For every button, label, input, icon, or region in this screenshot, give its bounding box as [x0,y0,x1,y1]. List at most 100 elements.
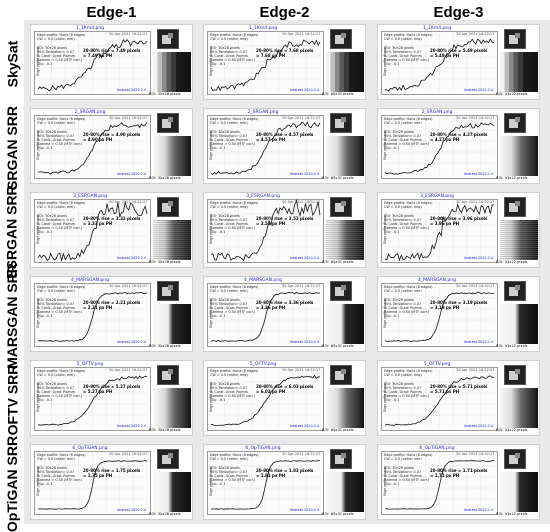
thumbnail-region [168,117,173,122]
panel-date: 30 Apr 2021 16:52:27 [456,452,495,456]
panel-date: 30 Apr 2021 16:52:27 [456,284,495,288]
panel-date: 30 Apr 2021 16:52:27 [109,32,148,36]
thumbnail-region [509,455,518,464]
edge-profile-panel: 6_OpTiGAN.png Edge profile: Horiz (6 edge… [377,444,540,520]
edge-profile-panel: 2_SRGAN.png Edge profile: Horiz (6 edges)… [30,108,193,184]
tool-credit: Imatest 2020.2.4 [290,424,320,428]
edge-profile-curve [37,117,148,175]
edge-profile-curve [384,453,495,511]
edge-profile-panel: 4_MARSGAN.png Edge profile: Horiz (6 edge… [377,276,540,352]
rise-distance-text: 20-80% rise = 2.21 pixels = 2.21 px PH [83,300,141,310]
y-axis-label: Edge profile (linear) [208,214,213,244]
panel-filename: 1_1Km4.png [75,26,105,31]
panel-info-text: Edge profile: Horiz (6 edges) CW = 0.0 (… [384,453,433,487]
edge-profile-line [37,39,148,92]
roi-size-label: ROI: 43x22 pixels [496,260,528,264]
edge-profile-curve [210,199,321,262]
edge-profile-line [37,375,148,426]
tool-credit: Imatest 2020.2.4 [117,424,147,428]
rise-distance-text: 20-80% rise = 4.90 pixels = 4.90 px PH [83,132,141,142]
row-label-text: OpTiGAN SRR [4,435,21,532]
roi-image [326,136,364,176]
roi-image [500,304,538,344]
roi-size-label: ROI: 43x22 pixels [496,512,528,516]
roi-size-label: ROI: 60x31 pixels [322,344,354,348]
panel-filename: 3_ESRGAN.png [246,194,280,199]
edge-profile-curve [384,369,495,427]
panel-filename: 1_1Km4.png [248,26,278,31]
edge-profile-line [385,38,495,92]
roi-image [326,304,364,344]
edge-profile-curve [37,453,148,511]
rise-distance-text: 20-80% rise = 4.27 pixels = 4.27 px PH [430,132,488,142]
panel-filename: 6_OpTiGAN.png [419,446,455,451]
column-heading-2: Edge-2 [259,4,310,21]
panel-info-text: Edge profile: Horiz (6 edges) CW = 0.0 (… [210,117,259,151]
edge-profile-panel: 5_OFTV.png Edge profile: Horiz (6 edges) … [377,360,540,436]
roi-image [500,388,538,428]
thumbnail-region [168,33,173,38]
tool-credit: Imatest 2020.2.4 [117,172,147,176]
panel-info-text: Edge profile: Horiz (6 edges) CW = 0.0 (… [384,369,433,403]
roi-size-label: ROI: 60x31 pixels [322,176,354,180]
thumbnail-region [162,203,171,212]
thumbnail-region [335,35,344,44]
y-axis-label: Edge profile (linear) [208,298,213,328]
panel-filename: 2_SRGAN.png [421,110,453,115]
tool-credit: Imatest 2020.2.4 [117,340,147,344]
roi-image [153,220,191,260]
row-label-text: SkySat [4,40,21,88]
y-axis-label: Edge profile (linear) [208,46,213,76]
rise-distance-text: 20-80% rise = 7.49 pixels = 7.49 px PH [83,48,141,58]
panel-info-text: Edge profile: Horiz (6 edges) CW = 0.0 (… [37,285,86,319]
thumbnail-region [509,371,518,380]
thumbnail-image [330,365,352,385]
roi-size-label: ROI: 30x28 pixels [149,260,181,264]
panel-date: 30 Apr 2021 16:52:27 [456,32,495,36]
rise-distance-text: 20-80% rise = 6.03 pixels = 6.03 px PH [256,384,314,394]
panel-date: 30 Apr 2021 16:52:27 [282,116,321,120]
panel-filename: 5_OFTV.png [249,362,277,367]
rise-distance-text: 20-80% rise = 5.27 pixels = 5.27 px PH [83,384,141,394]
edge-profile-curve [210,369,321,427]
edge-profile-curve [210,33,321,92]
thumbnail-image [330,29,352,49]
panel-info-text: Edge profile: Horiz (6 edges) CW = 0.0 (… [210,33,259,67]
thumbnail-region [162,35,171,44]
roi-image [153,472,191,512]
tool-credit: Imatest 2020.2.4 [464,340,494,344]
thumbnail-region [162,455,171,464]
roi-image [326,220,364,260]
panel-info-text: Edge profile: Horiz (6 edges) CW = 0.0 (… [384,117,433,151]
panel-info-text: Edge profile: Horiz (6 edges) CW = 0.0 (… [210,201,259,235]
panel-filename: 5_OFTV.png [423,362,451,367]
edge-profile-curve [384,117,495,175]
panel-date: 30 Apr 2021 16:52:27 [456,200,495,204]
y-axis-label: Edge profile (linear) [382,130,387,160]
roi-image [500,136,538,176]
panel-info-text: Edge profile: Horiz (6 edges) CW = 0.0 (… [37,201,86,235]
panel-date: 30 Apr 2021 16:52:27 [282,368,321,372]
thumbnail-region [515,201,520,206]
rise-distance-text: 20-80% rise = 3.96 pixels = 3.96 px PH [430,216,488,226]
thumbnail-image [330,449,352,469]
tool-credit: Imatest 2020.2.4 [290,88,320,92]
row-label-text: MARSGAN SRR [4,263,20,369]
thumbnail-region [162,287,171,296]
thumbnail-region [515,117,520,122]
tool-credit: Imatest 2020.2.4 [464,424,494,428]
thumbnail-region [341,453,346,458]
thumbnail-region [515,369,520,374]
thumbnail-region [509,287,518,296]
roi-image [153,304,191,344]
edge-profile-line [384,375,495,426]
roi-image [500,220,538,260]
roi-image [153,52,191,92]
edge-profile-line [210,121,321,175]
panel-filename: 3_ESRGAN.png [73,194,107,199]
row-label-text: SRGAN SRR [4,105,21,191]
edge-profile-line [37,460,148,510]
edge-profile-curve [210,117,321,175]
roi-size-label: ROI: 43x22 pixels [496,428,528,432]
row-label: ESRGAN SRR [0,185,24,278]
